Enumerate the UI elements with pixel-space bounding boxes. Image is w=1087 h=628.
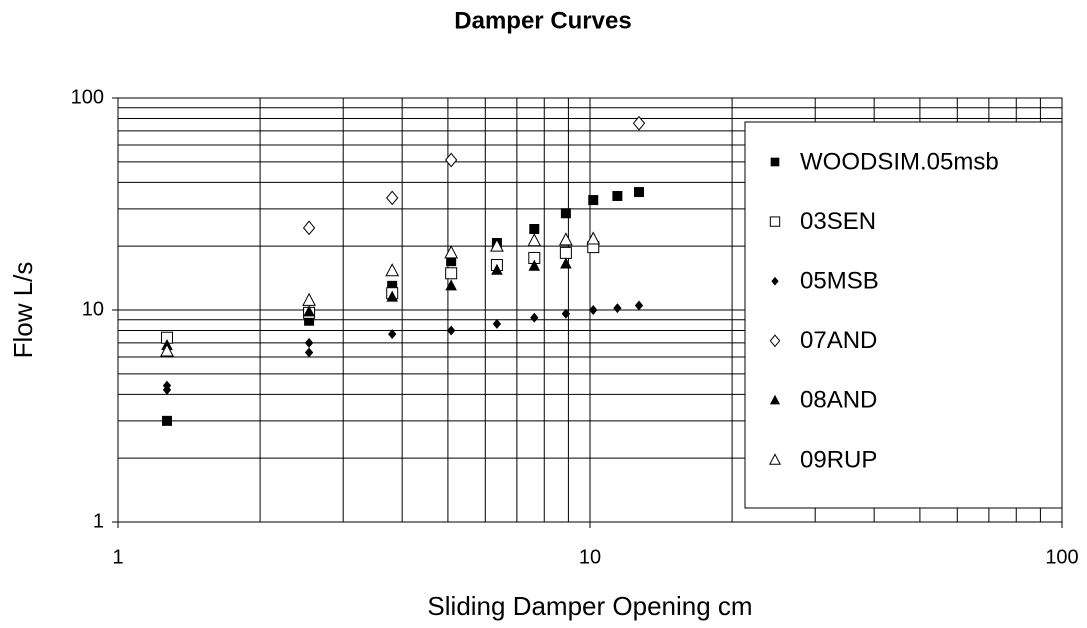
legend-label: WOODSIM.05msb [800, 148, 999, 175]
legend-marker [769, 394, 781, 405]
point [302, 220, 316, 236]
legend-box [744, 121, 1063, 509]
point [162, 384, 172, 395]
legend-label: 08AND [800, 387, 877, 414]
point [388, 329, 397, 340]
point [588, 195, 599, 206]
legend: WOODSIM.05msb 03SEN 05MSB 07AND 08AND 09RUP [744, 121, 1063, 509]
point [529, 224, 540, 235]
point [445, 267, 458, 280]
point [560, 208, 571, 219]
y-axis-label: Flow L/s [8, 262, 38, 359]
legend-marker [771, 276, 779, 286]
chart-title: Damper Curves [454, 7, 631, 34]
legend-label: 05MSB [800, 268, 879, 295]
y-tick-label: 100 [71, 86, 104, 108]
point [302, 292, 316, 306]
point [386, 290, 398, 302]
x-tick-label: 1 [112, 546, 123, 568]
x-axis-label: Sliding Damper Opening cm [427, 591, 752, 621]
point [633, 187, 644, 198]
point [444, 245, 459, 259]
point [613, 303, 622, 314]
x-tick-label: 10 [579, 546, 601, 568]
point [445, 279, 457, 291]
point [303, 305, 315, 317]
point [492, 318, 502, 329]
y-tick-label: 10 [82, 298, 104, 320]
legend-marker [769, 334, 781, 348]
point [447, 325, 456, 336]
point [386, 190, 399, 206]
point [612, 190, 623, 201]
point [632, 115, 646, 131]
point [530, 312, 539, 323]
point [490, 238, 504, 252]
point [527, 233, 542, 247]
legend-label: 09RUP [800, 446, 877, 473]
point [560, 257, 572, 269]
legend-marker [769, 216, 781, 227]
point [491, 263, 503, 275]
point [304, 347, 314, 358]
point [586, 231, 601, 245]
y-tick-label: 1 [93, 510, 104, 532]
x-tick-label: 100 [1045, 546, 1078, 568]
point [559, 246, 572, 259]
legend-label: 03SEN [800, 208, 876, 235]
point [528, 259, 541, 271]
point [445, 152, 458, 168]
point [634, 300, 644, 311]
point [561, 308, 571, 319]
point [589, 305, 598, 315]
point [385, 263, 400, 277]
legend-marker [770, 157, 780, 167]
point [304, 337, 314, 348]
legend-marker [769, 453, 781, 465]
point [160, 343, 174, 357]
point [559, 232, 573, 246]
point [161, 415, 172, 426]
legend-label: 07AND [800, 327, 877, 354]
